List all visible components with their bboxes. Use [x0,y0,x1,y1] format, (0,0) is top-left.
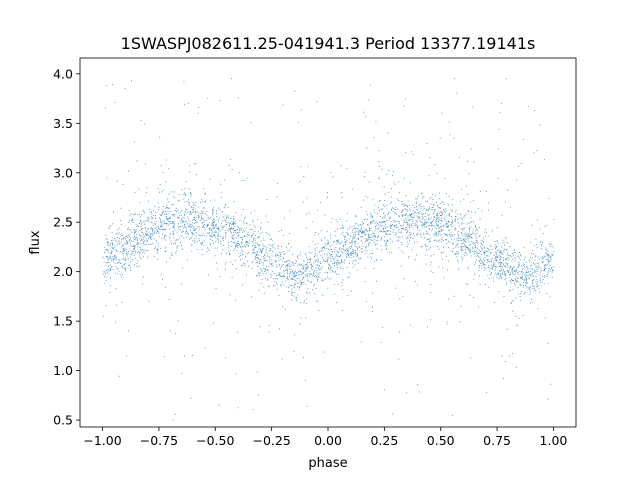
x-tick-label: 0.75 [483,433,511,448]
y-tick-label: 1.0 [53,363,73,378]
x-axis-ticks: −1.00 −0.75 −0.50 −0.25 0.00 0.25 0.50 0.75 1.00 [83,427,567,448]
scatter-point-cloud [102,78,555,421]
y-tick-label: 0.5 [53,413,73,428]
y-tick-label: 1.5 [53,314,73,329]
x-tick-label: −0.50 [196,433,234,448]
x-tick-label: 0.25 [370,433,398,448]
x-tick-label: −1.00 [83,433,121,448]
x-axis-label: phase [308,456,347,471]
data-points [102,78,555,421]
x-tick-label: 1.00 [540,433,568,448]
x-tick-label: 0.50 [427,433,455,448]
x-tick-label: −0.75 [140,433,178,448]
plot-frame [79,57,577,428]
y-tick-label: 3.5 [53,116,73,131]
y-tick-label: 2.5 [53,215,73,230]
y-tick-label: 4.0 [53,66,73,81]
y-tick-label: 2.0 [53,264,73,279]
x-tick-label: 0.00 [314,433,342,448]
y-tick-label: 3.0 [53,165,73,180]
chart-title: 1SWASPJ082611.25-041941.3 Period 13377.1… [121,34,536,53]
x-tick-label: −0.25 [252,433,290,448]
y-axis-label: flux [28,230,43,254]
y-axis-ticks: 0.5 1.0 1.5 2.0 2.5 3.0 3.5 4.0 [53,66,80,428]
